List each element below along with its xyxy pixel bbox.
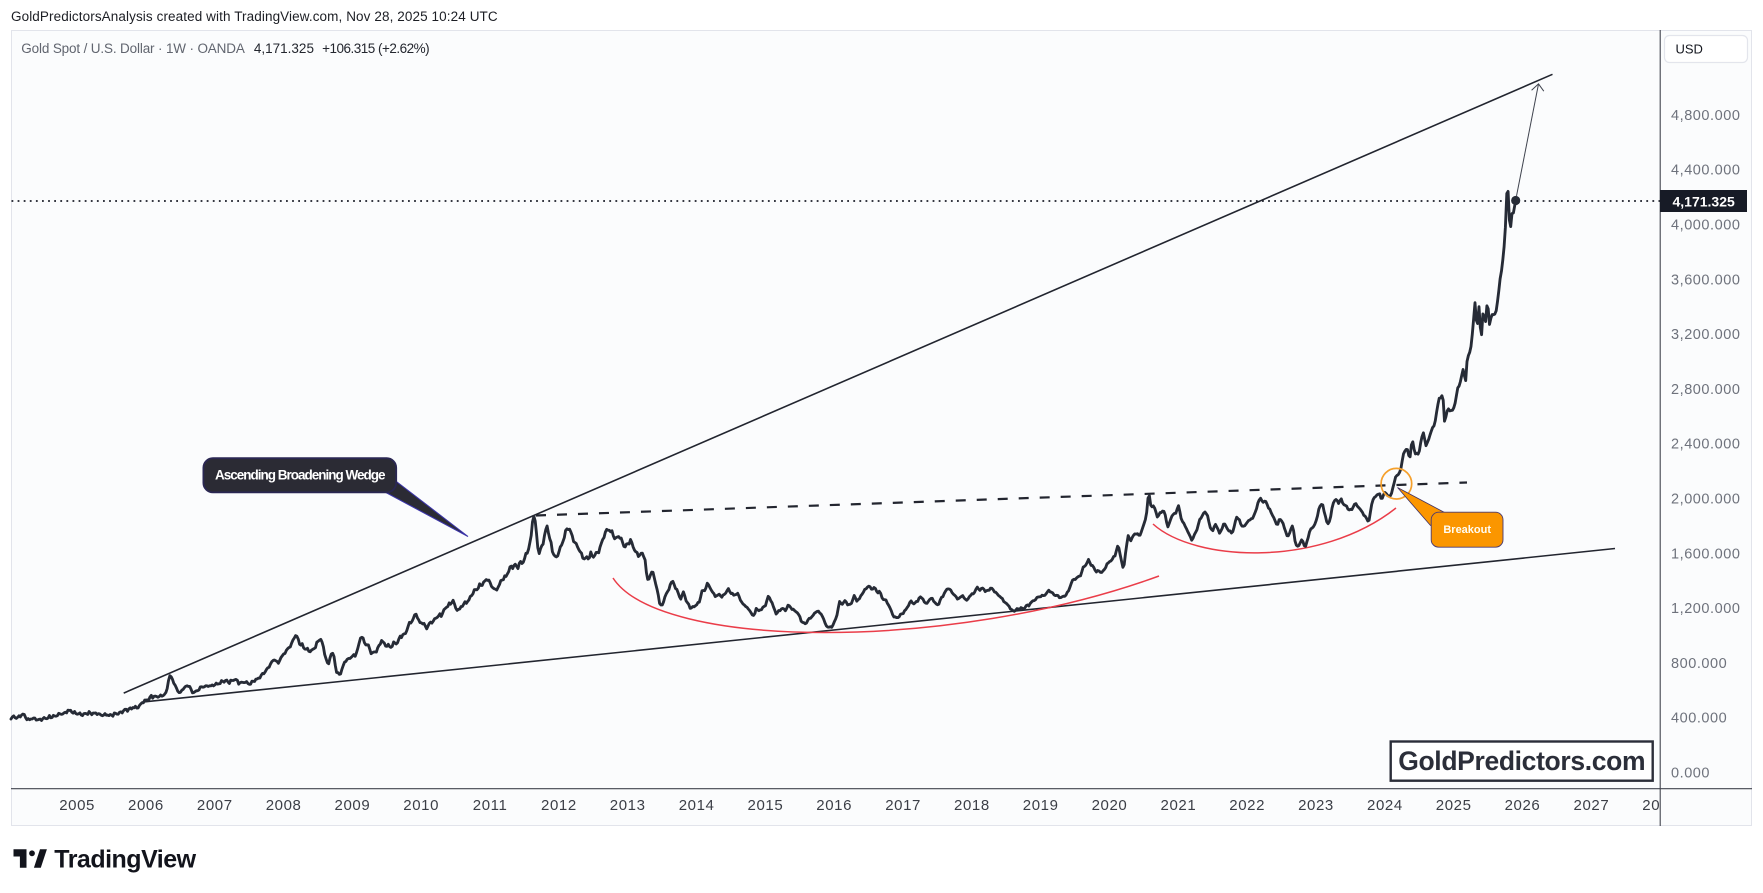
svg-text:2024: 2024 <box>1367 797 1403 814</box>
svg-text:2014: 2014 <box>679 797 715 814</box>
svg-text:0.000: 0.000 <box>1671 766 1710 782</box>
svg-text:4,171.325: 4,171.325 <box>254 41 314 56</box>
svg-text:2027: 2027 <box>1574 797 1610 814</box>
svg-text:2,400.000: 2,400.000 <box>1671 437 1740 453</box>
svg-text:2016: 2016 <box>816 797 852 814</box>
svg-text:2019: 2019 <box>1023 797 1059 814</box>
svg-text:Breakout: Breakout <box>1443 524 1491 536</box>
svg-text:2012: 2012 <box>541 797 577 814</box>
svg-text:2023: 2023 <box>1298 797 1334 814</box>
svg-text:800.000: 800.000 <box>1671 656 1727 672</box>
svg-text:+106.315 (+2.62%): +106.315 (+2.62%) <box>322 41 429 56</box>
svg-text:2022: 2022 <box>1229 797 1265 814</box>
svg-text:2008: 2008 <box>266 797 302 814</box>
svg-text:Gold Spot / U.S. Dollar · 1W ·: Gold Spot / U.S. Dollar · 1W · OANDA <box>21 41 245 56</box>
svg-text:GoldPredictors.com: GoldPredictors.com <box>1398 746 1645 776</box>
svg-text:2005: 2005 <box>59 797 95 814</box>
svg-text:2009: 2009 <box>335 797 371 814</box>
svg-text:2020: 2020 <box>1092 797 1128 814</box>
svg-text:2021: 2021 <box>1161 797 1197 814</box>
svg-text:4,400.000: 4,400.000 <box>1671 163 1740 179</box>
svg-text:2015: 2015 <box>748 797 784 814</box>
svg-text:4,000.000: 4,000.000 <box>1671 218 1740 234</box>
svg-text:Ascending Broadening Wedge: Ascending Broadening Wedge <box>215 468 386 483</box>
svg-text:2026: 2026 <box>1505 797 1541 814</box>
svg-text:GoldPredictorsAnalysis created: GoldPredictorsAnalysis created with Trad… <box>11 9 498 24</box>
svg-text:3,200.000: 3,200.000 <box>1671 327 1740 343</box>
svg-text:1,600.000: 1,600.000 <box>1671 546 1740 562</box>
svg-text:2006: 2006 <box>128 797 164 814</box>
svg-text:3,600.000: 3,600.000 <box>1671 272 1740 288</box>
svg-text:2,000.000: 2,000.000 <box>1671 492 1740 508</box>
svg-text:4,171.325: 4,171.325 <box>1673 194 1735 210</box>
svg-text:2018: 2018 <box>954 797 990 814</box>
svg-text:400.000: 400.000 <box>1671 711 1727 727</box>
svg-text:2013: 2013 <box>610 797 646 814</box>
svg-text:2017: 2017 <box>885 797 921 814</box>
svg-text:2028: 2028 <box>1642 797 1678 814</box>
svg-text:2025: 2025 <box>1436 797 1472 814</box>
svg-text:1,200.000: 1,200.000 <box>1671 601 1740 617</box>
svg-text:2010: 2010 <box>403 797 439 814</box>
svg-text:2,800.000: 2,800.000 <box>1671 382 1740 398</box>
svg-text:2011: 2011 <box>473 797 508 814</box>
svg-text:2007: 2007 <box>197 797 233 814</box>
svg-text:TradingView: TradingView <box>54 846 196 874</box>
svg-text:4,800.000: 4,800.000 <box>1671 108 1740 124</box>
svg-text:USD: USD <box>1676 42 1703 57</box>
